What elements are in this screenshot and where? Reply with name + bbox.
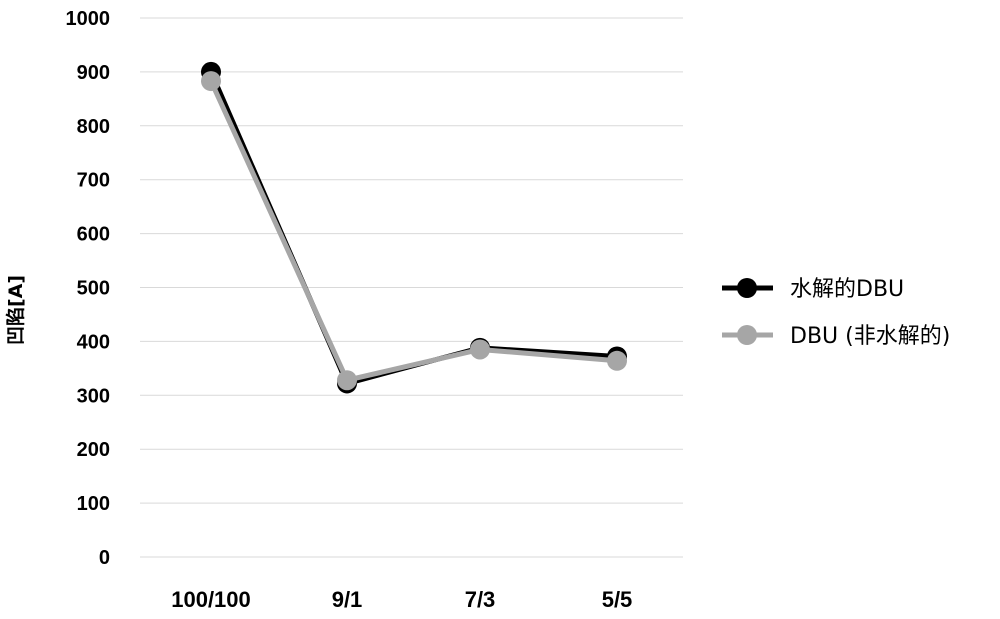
y-tick-label: 500 <box>77 278 110 300</box>
legend-label: 水解的DBU <box>790 277 904 302</box>
data-point <box>607 351 627 371</box>
data-point <box>470 339 490 359</box>
x-tick-label: 5/5 <box>602 587 633 612</box>
y-axis-label: 凹陷[A] <box>4 275 27 345</box>
legend-label: DBU (非水解的) <box>790 324 950 349</box>
y-tick-label: 1000 <box>66 8 111 30</box>
series-1 <box>201 62 627 394</box>
x-tick-label: 7/3 <box>465 587 496 612</box>
legend-marker <box>737 325 757 345</box>
y-tick-label: 700 <box>77 170 110 192</box>
legend-item-2: DBU (非水解的) <box>722 324 950 349</box>
series-2 <box>201 71 627 390</box>
data-point <box>337 370 357 390</box>
y-tick-label: 200 <box>77 439 110 461</box>
y-tick-label: 900 <box>77 62 110 84</box>
legend-item-1: 水解的DBU <box>722 277 904 302</box>
y-tick-label: 300 <box>77 385 110 407</box>
legend: 水解的DBU DBU (非水解的) <box>722 277 950 349</box>
y-axis-ticks: 0 100 200 300 400 500 600 700 800 900 1000 <box>66 8 111 569</box>
y-tick-label: 100 <box>77 493 110 515</box>
y-tick-label: 600 <box>77 224 110 246</box>
series-group <box>201 62 627 394</box>
x-axis-ticks: 100/100 9/1 7/3 5/5 <box>171 587 632 612</box>
y-tick-label: 400 <box>77 331 110 353</box>
x-tick-label: 9/1 <box>332 587 363 612</box>
data-point <box>201 71 221 91</box>
x-tick-label: 100/100 <box>171 587 251 612</box>
y-tick-label: 800 <box>77 116 110 138</box>
y-tick-label: 0 <box>99 547 110 569</box>
legend-marker <box>737 278 757 298</box>
series-line <box>211 72 617 384</box>
